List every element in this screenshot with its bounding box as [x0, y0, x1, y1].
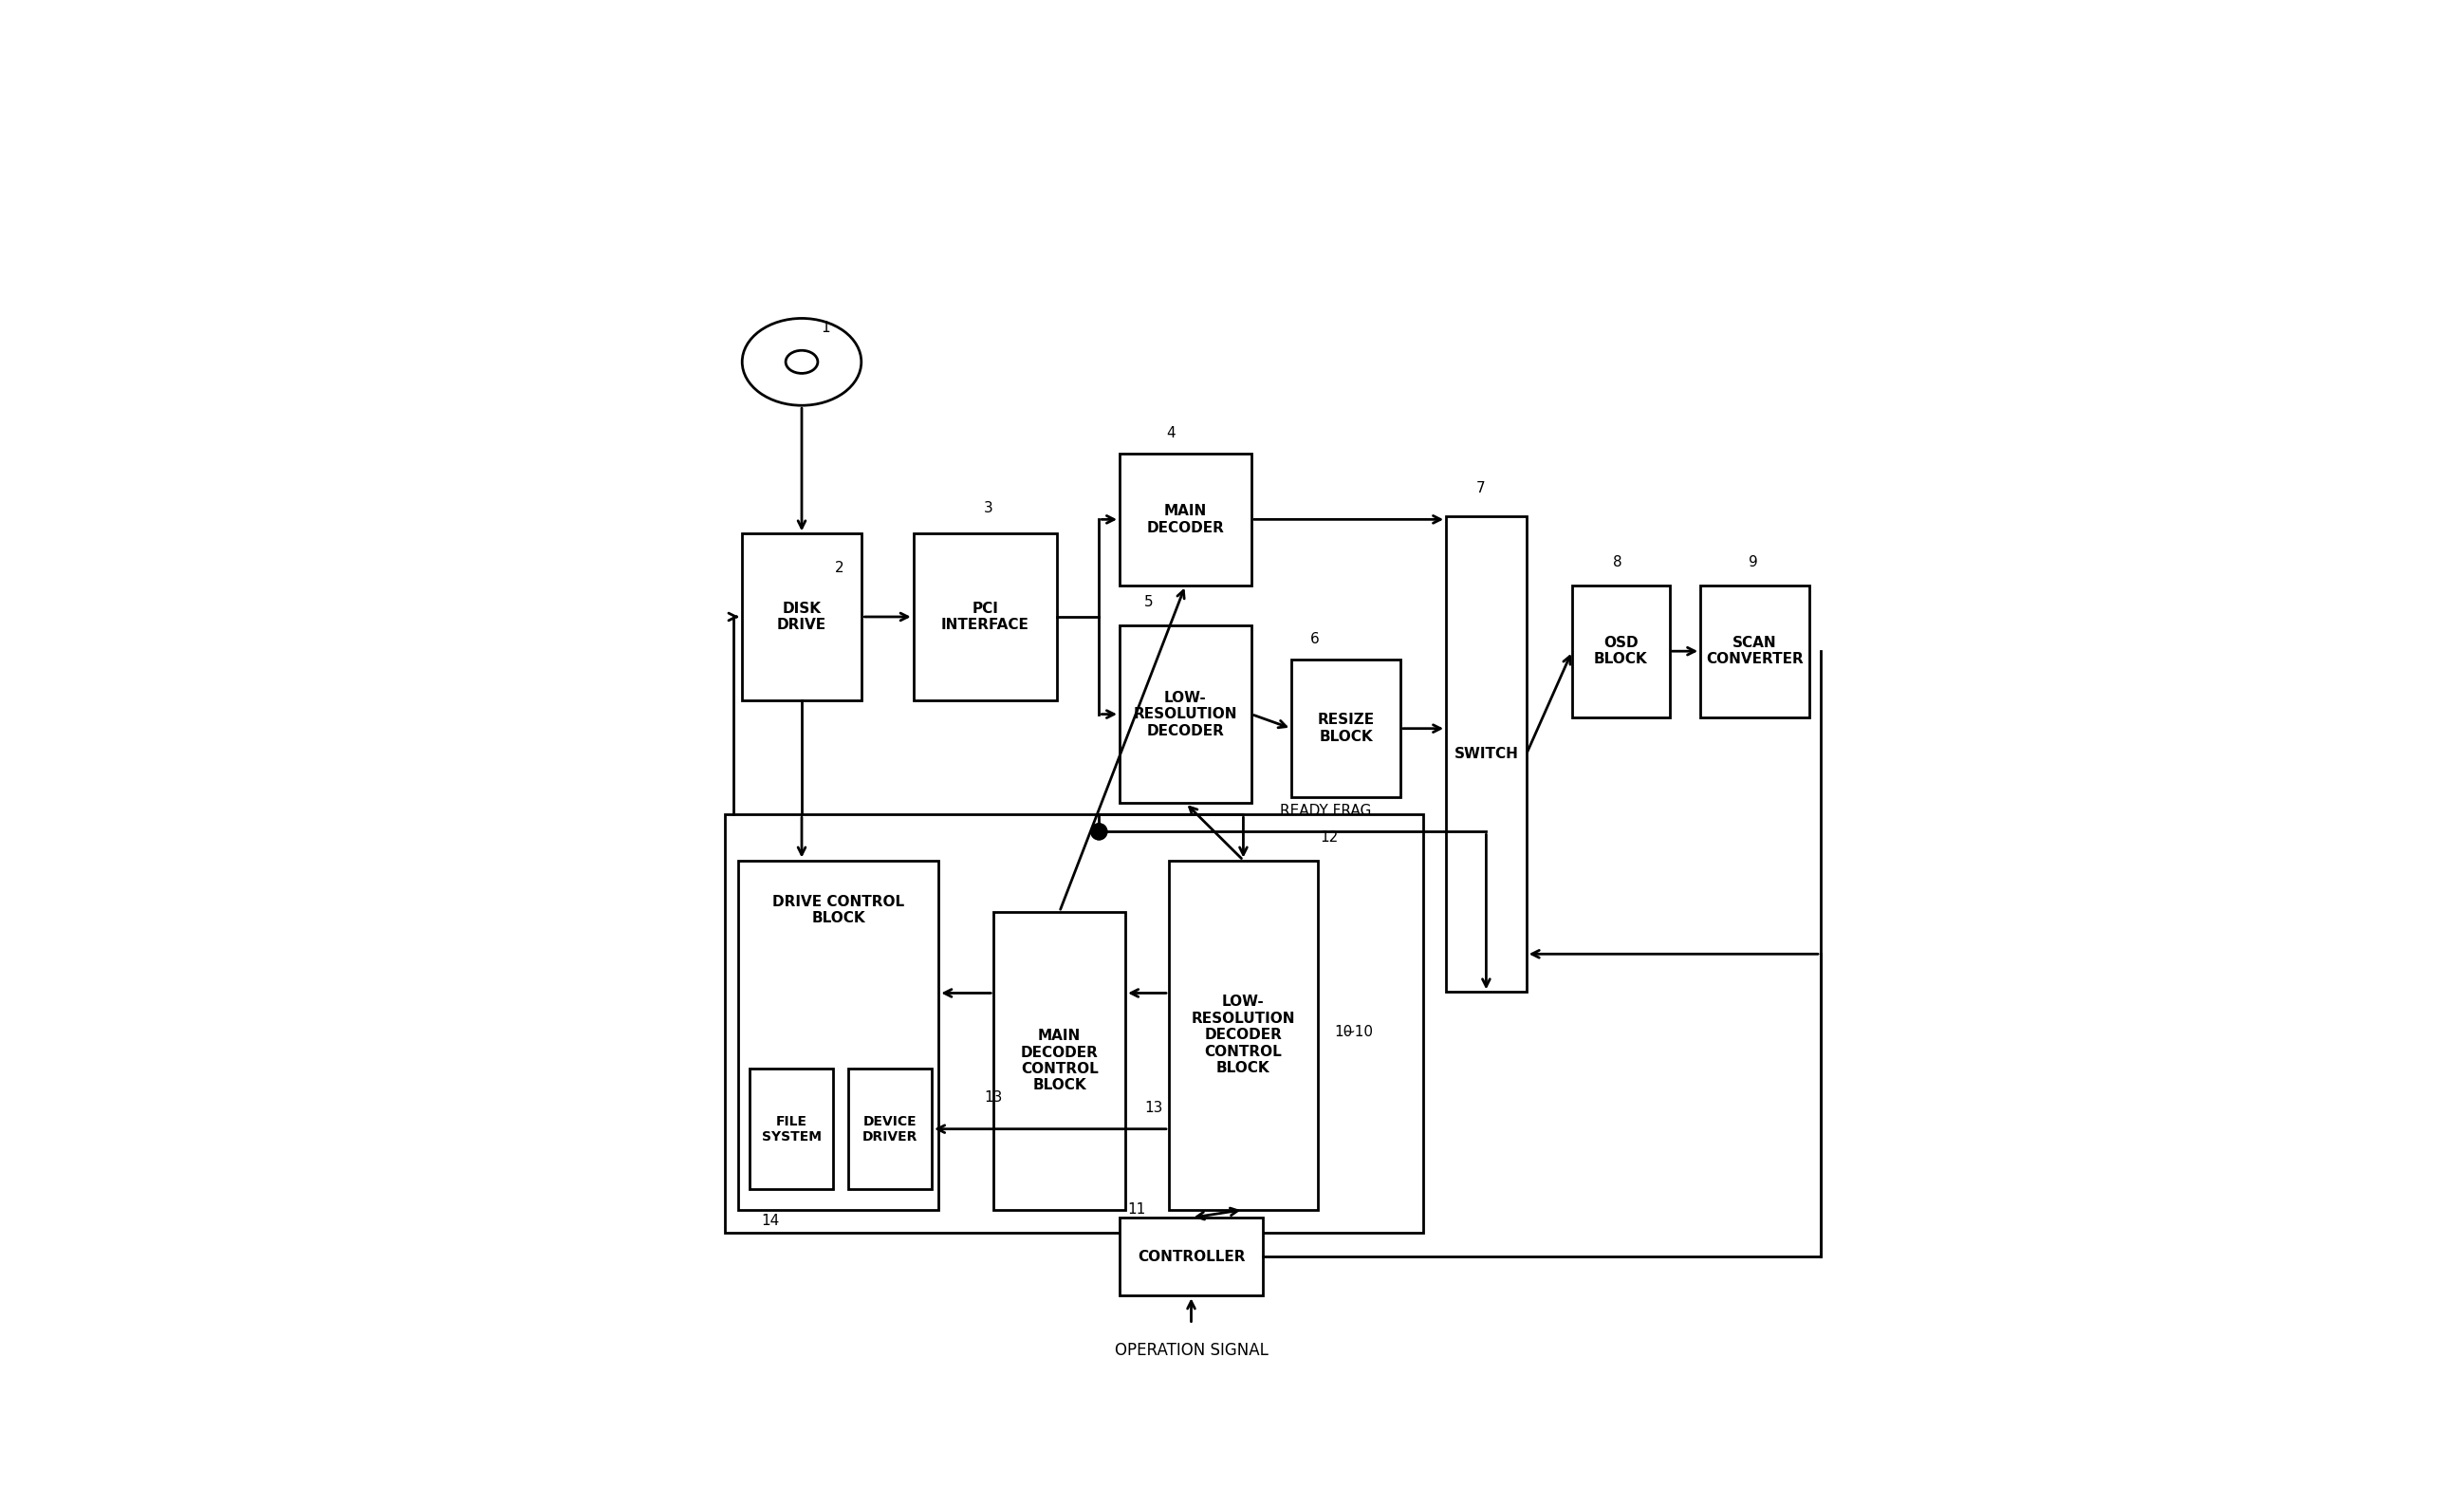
- Text: SCAN
CONVERTER: SCAN CONVERTER: [1705, 635, 1804, 667]
- Text: 13: 13: [1146, 1101, 1163, 1115]
- Circle shape: [1092, 824, 1106, 839]
- Text: DRIVE CONTROL
BLOCK: DRIVE CONTROL BLOCK: [771, 894, 904, 926]
- Text: CONTROLLER: CONTROLLER: [1138, 1250, 1244, 1263]
- FancyBboxPatch shape: [1446, 516, 1525, 992]
- FancyBboxPatch shape: [1291, 659, 1400, 798]
- Ellipse shape: [742, 318, 862, 405]
- Text: PCI
INTERFACE: PCI INTERFACE: [941, 601, 1030, 632]
- FancyBboxPatch shape: [749, 1068, 833, 1189]
- Text: 6: 6: [1311, 632, 1318, 646]
- FancyBboxPatch shape: [739, 860, 939, 1210]
- FancyBboxPatch shape: [1572, 585, 1671, 717]
- FancyBboxPatch shape: [993, 912, 1126, 1210]
- Text: MAIN
DECODER
CONTROL
BLOCK: MAIN DECODER CONTROL BLOCK: [1020, 1028, 1099, 1092]
- FancyBboxPatch shape: [1700, 585, 1809, 717]
- Text: 2: 2: [835, 561, 843, 576]
- FancyBboxPatch shape: [724, 814, 1424, 1232]
- Text: 13: 13: [986, 1091, 1003, 1104]
- Text: 5: 5: [1143, 595, 1153, 610]
- Text: DEVICE
DRIVER: DEVICE DRIVER: [862, 1115, 917, 1143]
- Text: OPERATION SIGNAL: OPERATION SIGNAL: [1114, 1342, 1269, 1359]
- Text: FILE
SYSTEM: FILE SYSTEM: [761, 1115, 821, 1143]
- FancyBboxPatch shape: [1119, 1217, 1264, 1296]
- Text: READY FRAG: READY FRAG: [1281, 804, 1372, 818]
- Text: MAIN
DECODER: MAIN DECODER: [1146, 504, 1225, 534]
- Text: 3: 3: [983, 501, 993, 516]
- Text: 1: 1: [821, 320, 830, 335]
- FancyBboxPatch shape: [742, 534, 862, 699]
- Text: LOW-
RESOLUTION
DECODER
CONTROL
BLOCK: LOW- RESOLUTION DECODER CONTROL BLOCK: [1193, 995, 1296, 1076]
- Text: 11: 11: [1129, 1202, 1146, 1217]
- FancyBboxPatch shape: [1119, 625, 1252, 804]
- Text: RESIZE
BLOCK: RESIZE BLOCK: [1318, 713, 1375, 744]
- Text: 12: 12: [1321, 830, 1338, 845]
- Circle shape: [1092, 824, 1106, 839]
- FancyBboxPatch shape: [1168, 860, 1318, 1210]
- Text: OSD
BLOCK: OSD BLOCK: [1594, 635, 1648, 667]
- Ellipse shape: [786, 351, 818, 373]
- FancyBboxPatch shape: [848, 1068, 931, 1189]
- Text: 9: 9: [1749, 555, 1757, 570]
- Text: 7: 7: [1476, 481, 1486, 496]
- Text: 4: 4: [1165, 426, 1175, 440]
- Text: 8: 8: [1614, 555, 1621, 570]
- Text: 14: 14: [761, 1214, 779, 1228]
- Text: LOW-
RESOLUTION
DECODER: LOW- RESOLUTION DECODER: [1133, 690, 1237, 738]
- FancyBboxPatch shape: [1119, 454, 1252, 585]
- Text: SWITCH: SWITCH: [1454, 747, 1518, 762]
- Text: 10: 10: [1333, 1025, 1353, 1039]
- Text: DISK
DRIVE: DISK DRIVE: [776, 601, 825, 632]
- Text: ~10: ~10: [1343, 1025, 1372, 1039]
- FancyBboxPatch shape: [914, 534, 1057, 699]
